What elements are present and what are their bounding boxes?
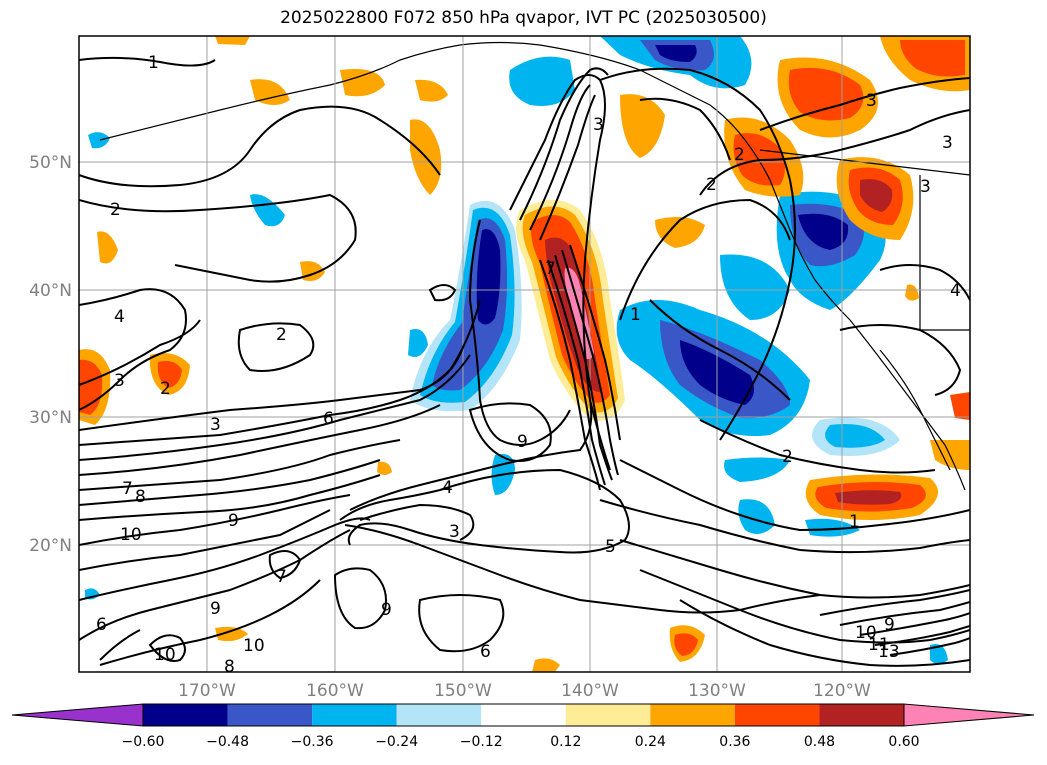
latitude-labels: 50°N 40°N 30°N 20°N (29, 153, 72, 556)
lon-label: 120°W (813, 681, 871, 701)
colorbar-segment (227, 704, 313, 726)
contour-labels: 1 2 2 3 3 2 4 3 2 3 6 9 7 8 10 9 4 3 5 2… (96, 53, 961, 677)
colorbar-segment (650, 704, 735, 726)
contour-label: 3 (210, 415, 221, 435)
contour-label: 5 (605, 537, 616, 557)
colorbar-tick-label: 0.60 (888, 734, 919, 750)
colorbar-segment (819, 704, 904, 726)
map-title: 2025022800 F072 850 hPa qvapor, IVT PC (… (280, 8, 767, 28)
contour-label: 3 (114, 371, 125, 391)
neg-area-alaska-gulf (509, 56, 575, 106)
contour-label: 8 (224, 657, 235, 677)
contour-label: 3 (942, 133, 953, 153)
colorbar-outline (142, 703, 905, 727)
contour-label: 9 (228, 511, 239, 531)
colorbar-tick-label: 0.36 (719, 734, 750, 750)
contour-label: 3 (593, 115, 604, 135)
colorbar-tick-label: −0.48 (206, 734, 249, 750)
contour-label: 7 (545, 259, 556, 279)
lon-label: 160°W (306, 681, 364, 701)
contour-label: 3 (449, 522, 460, 542)
contour-label: 7 (276, 567, 287, 587)
contour-label: 2 (276, 325, 287, 345)
colorbar-tick-label: −0.36 (291, 734, 334, 750)
contour-label: 8 (135, 487, 146, 507)
contour-label: 9 (517, 432, 528, 452)
contour-label: 2 (706, 175, 717, 195)
lon-label: 140°W (561, 681, 619, 701)
colorbar-tick-label: −0.12 (460, 734, 503, 750)
north-american-coast (744, 139, 966, 491)
contour-label: 2 (782, 447, 793, 467)
contour-label: 1 (849, 512, 860, 532)
colorbar-tick-label: −0.60 (122, 734, 165, 750)
contour-label: 2 (110, 200, 121, 220)
contour-label: 6 (480, 642, 491, 662)
contour-label: 1 (630, 305, 641, 325)
contour-label: 4 (442, 478, 453, 498)
lon-label: 150°W (434, 681, 492, 701)
colorbar-tick-label: 0.48 (804, 734, 835, 750)
map-frame (78, 35, 971, 673)
ivt-contours (79, 56, 970, 667)
colorbar-tick-label: 0.24 (635, 734, 666, 750)
contour-label: 11 (868, 635, 890, 655)
contour-label: 10 (154, 645, 176, 665)
contour-label: 4 (114, 307, 125, 327)
contour-label: 1 (148, 53, 159, 73)
alaska-coast (99, 41, 746, 141)
contour-label: 10 (120, 525, 142, 545)
contour-label: 2 (160, 379, 171, 399)
contour-label: 3 (866, 91, 877, 111)
colorbar-segment (312, 704, 397, 726)
contour-label: 13 (878, 642, 900, 662)
lat-label: 40°N (29, 281, 72, 301)
contour-label: 6 (96, 615, 107, 635)
contour-label: 9 (381, 600, 392, 620)
lon-label: 130°W (688, 681, 746, 701)
colorbar-tick-label: −0.24 (375, 734, 418, 750)
colorbar-segment (481, 704, 566, 726)
contour-label: 3 (920, 177, 931, 197)
lon-label: 170°W (178, 681, 236, 701)
colorbar-extension-low (11, 703, 144, 727)
colorbar-segment (734, 704, 820, 726)
colorbar-segment (565, 704, 651, 726)
contour-label: 2 (734, 145, 745, 165)
contour-label: 9 (210, 599, 221, 619)
colorbar: −0.60 −0.48 −0.36 −0.24 −0.12 0.12 0.24 0.36 0.4… (11, 703, 1035, 750)
contour-label: 9 (884, 615, 895, 635)
colorbar-extension-high (903, 703, 1035, 727)
lat-label: 20°N (29, 536, 72, 556)
contour-label: 4 (950, 281, 961, 301)
lat-label: 30°N (29, 408, 72, 428)
colorbar-segment (396, 704, 482, 726)
contour-label: 10 (243, 636, 265, 656)
contour-label: 7 (122, 479, 133, 499)
lat-label: 50°N (29, 153, 72, 173)
contour-label: 10 (855, 623, 877, 643)
colorbar-tick-label: 0.12 (550, 734, 581, 750)
colorbar-segment (143, 704, 228, 726)
longitude-labels: 170°W 160°W 150°W 140°W 130°W 120°W (178, 681, 871, 701)
shaded-anomalies (79, 36, 970, 672)
contour-label: 6 (323, 409, 334, 429)
